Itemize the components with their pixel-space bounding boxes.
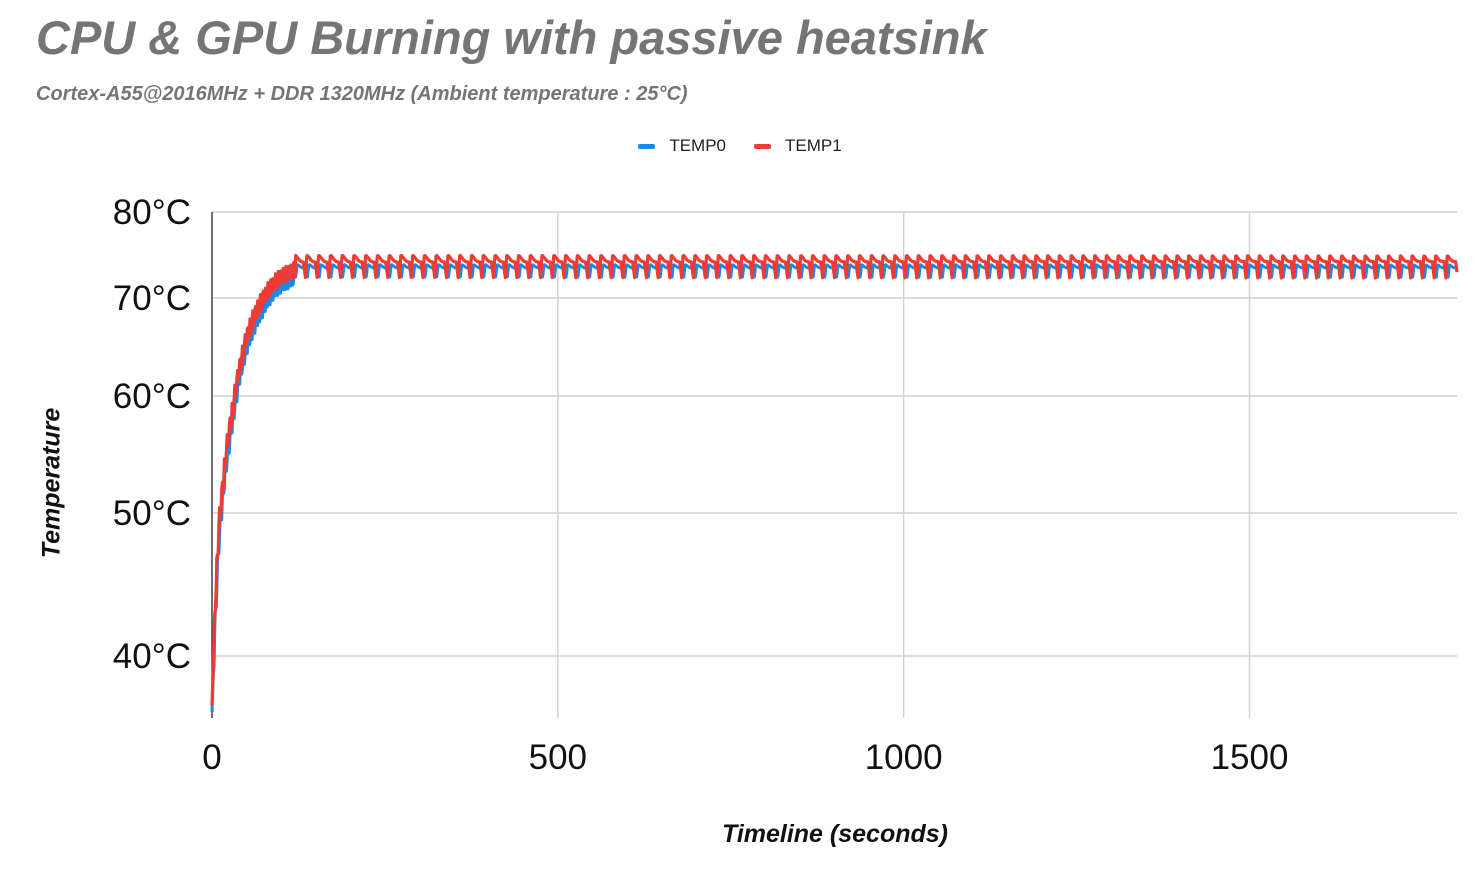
legend-item-temp0: TEMP0 bbox=[638, 136, 726, 156]
x-tick-label: 0 bbox=[202, 738, 221, 777]
series-line-temp0 bbox=[210, 263, 1458, 713]
legend-swatch-temp0 bbox=[638, 143, 656, 149]
y-tick-label: 70°C bbox=[113, 279, 191, 318]
series-lines bbox=[210, 253, 1459, 713]
x-tick-label: 500 bbox=[529, 738, 587, 777]
chart-subtitle: Cortex-A55@2016MHz + DDR 1320MHz (Ambien… bbox=[36, 83, 688, 105]
x-axis-label: Timeline (seconds) bbox=[722, 820, 948, 848]
y-tick-label: 40°C bbox=[113, 637, 191, 676]
legend-item-temp1: TEMP1 bbox=[754, 136, 842, 156]
gridlines bbox=[212, 211, 1457, 718]
y-tick-labels: 40°C 50°C 60°C 70°C 80°C bbox=[113, 193, 191, 676]
y-tick-label: 50°C bbox=[113, 494, 191, 533]
chart-title: CPU & GPU Burning with passive heatsink bbox=[36, 11, 987, 64]
x-tick-labels: 0 500 1000 1500 bbox=[202, 738, 1288, 777]
legend-label-temp0: TEMP0 bbox=[669, 136, 726, 155]
legend-label-temp1: TEMP1 bbox=[785, 136, 842, 155]
x-tick-label: 1500 bbox=[1211, 738, 1289, 777]
series-line-temp1 bbox=[210, 253, 1459, 706]
legend-swatch-temp1 bbox=[754, 143, 771, 149]
chart-legend: TEMP0 TEMP1 bbox=[0, 136, 1480, 156]
y-tick-label: 80°C bbox=[113, 193, 191, 232]
y-tick-label: 60°C bbox=[113, 377, 191, 416]
x-tick-label: 1000 bbox=[865, 738, 943, 777]
y-axis-label: Temperature bbox=[37, 407, 66, 559]
